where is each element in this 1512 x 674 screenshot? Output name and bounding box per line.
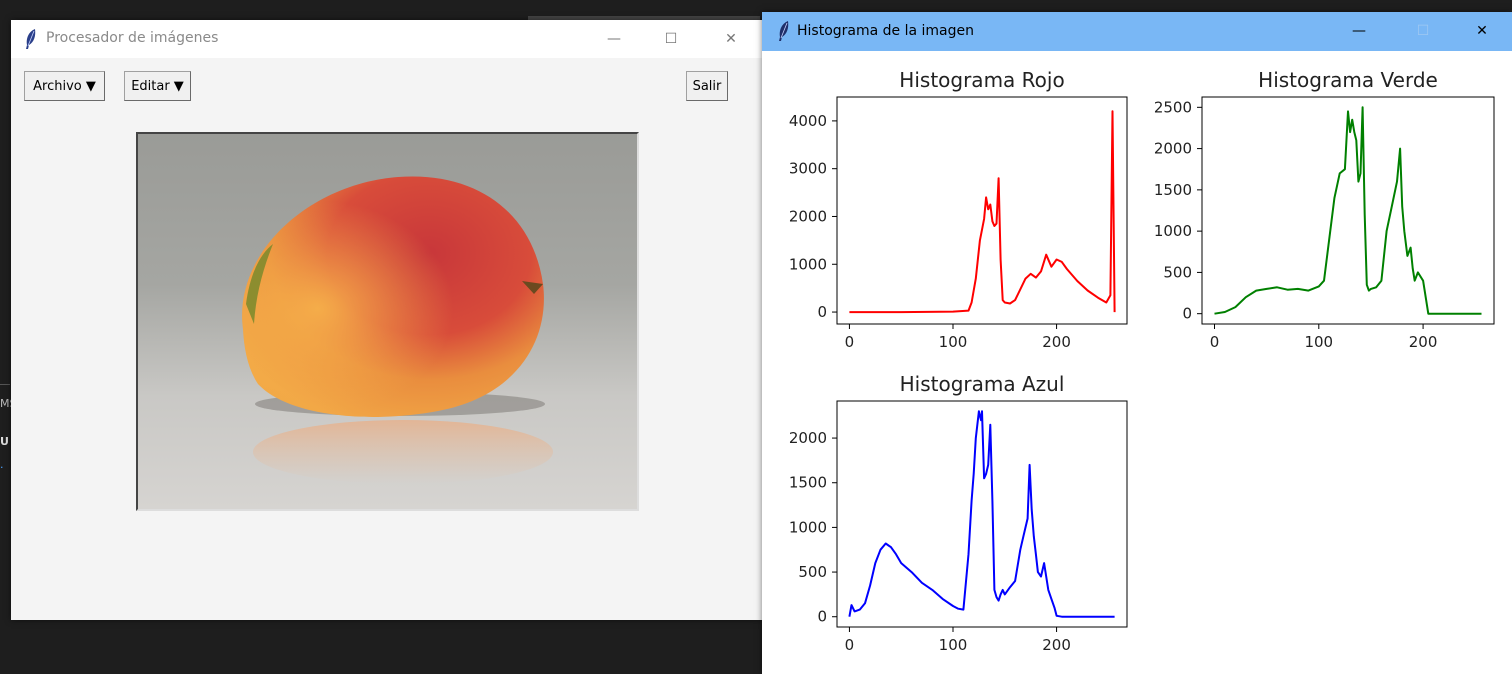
background-text: . [0, 458, 4, 471]
y-tick-label: 0 [817, 608, 827, 626]
y-tick-label: 500 [1163, 263, 1192, 281]
plot-frame [836, 400, 1128, 628]
histogram-line [1214, 106, 1482, 315]
histogram-line [849, 110, 1116, 314]
chart-title: Histograma Verde [1258, 68, 1438, 92]
minimize-button[interactable]: — [591, 24, 637, 54]
minimize-button[interactable]: — [1336, 16, 1382, 46]
background-divider [0, 384, 10, 385]
y-tick-label: 3000 [789, 160, 827, 178]
y-tick-label: 2000 [1154, 140, 1192, 158]
title-bar[interactable]: Procesador de imágenes — ☐ ✕ [11, 20, 763, 58]
x-tick-label: 100 [939, 333, 968, 351]
minimize-icon: — [607, 31, 621, 47]
editar-menu-button[interactable]: Editar ▼ [124, 71, 191, 101]
image-processor-window: Procesador de imágenes — ☐ ✕ Archivo ▼ E… [11, 20, 763, 620]
y-tick-label: 4000 [789, 112, 827, 130]
plot-frame [836, 96, 1128, 325]
background-panel-strip [528, 16, 760, 20]
close-icon: ✕ [1476, 23, 1488, 39]
tk-feather-icon [26, 29, 36, 49]
maximize-button[interactable]: ☐ [1400, 16, 1446, 46]
x-tick-label: 0 [845, 636, 855, 654]
x-tick-label: 200 [1042, 636, 1071, 654]
minimize-icon: — [1352, 23, 1366, 39]
window-title: Histograma de la imagen [797, 23, 975, 39]
archivo-menu-button[interactable]: Archivo ▼ [24, 71, 105, 101]
plot-frame [1201, 96, 1495, 325]
maximize-icon: ☐ [1416, 23, 1430, 39]
y-tick-label: 500 [798, 563, 827, 581]
y-tick-label: 1500 [789, 474, 827, 492]
x-tick-label: 0 [1210, 333, 1220, 351]
y-tick-label: 2500 [1154, 98, 1192, 116]
y-tick-label: 1000 [1154, 222, 1192, 240]
y-tick-label: 1000 [789, 518, 827, 536]
salir-button[interactable]: Salir [686, 71, 728, 101]
y-tick-label: 2000 [789, 429, 827, 447]
y-tick-label: 1500 [1154, 181, 1192, 199]
title-bar[interactable]: Histograma de la imagen — ☐ ✕ [762, 12, 1512, 51]
histogram-line [848, 410, 1115, 618]
x-tick-label: 100 [939, 636, 968, 654]
x-tick-label: 100 [1304, 333, 1333, 351]
chart-title: Histograma Azul [900, 372, 1065, 396]
chart-title: Histograma Rojo [899, 68, 1064, 92]
maximize-icon: ☐ [664, 31, 678, 47]
x-tick-label: 0 [845, 333, 855, 351]
histogram-window: Histograma de la imagen — ☐ ✕ Histograma… [762, 12, 1512, 674]
background-text: U [0, 435, 9, 448]
close-button[interactable]: ✕ [708, 24, 754, 54]
y-tick-label: 0 [817, 303, 827, 321]
y-tick-label: 0 [1182, 305, 1192, 323]
y-tick-label: 2000 [789, 207, 827, 225]
x-tick-label: 200 [1042, 333, 1071, 351]
close-icon: ✕ [725, 31, 737, 47]
mango-photo [136, 132, 639, 511]
y-tick-label: 1000 [789, 255, 827, 273]
tk-feather-icon [779, 21, 789, 41]
x-tick-label: 200 [1409, 333, 1438, 351]
close-button[interactable]: ✕ [1459, 16, 1505, 46]
maximize-button[interactable]: ☐ [648, 24, 694, 54]
window-title: Procesador de imágenes [46, 30, 219, 46]
